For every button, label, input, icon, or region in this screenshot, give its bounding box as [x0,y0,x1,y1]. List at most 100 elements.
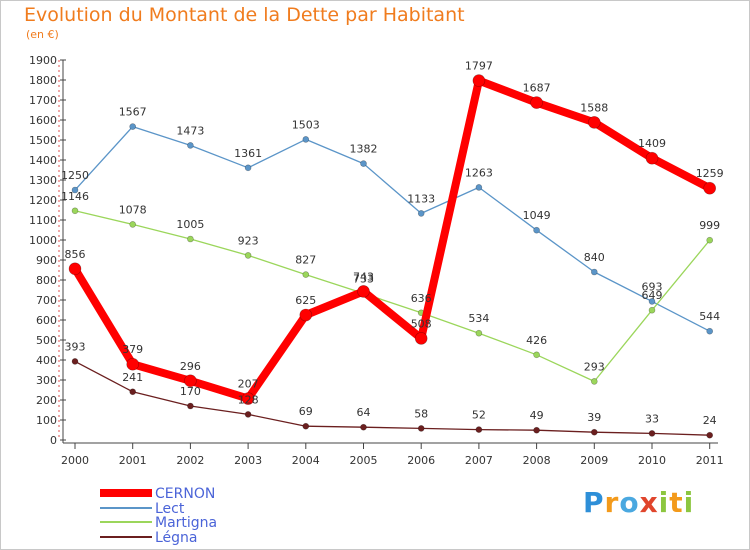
data-point [302,136,310,143]
data-point [302,422,310,430]
data-label: 1250 [61,169,89,182]
data-point [129,123,136,130]
data-point [587,116,601,129]
x-tick-label: 2004 [292,454,320,467]
data-label: 69 [299,405,313,418]
data-label: 649 [642,289,663,302]
data-point [648,306,656,314]
data-label: 1409 [638,137,666,150]
data-point [129,221,136,228]
data-label: 923 [238,234,259,247]
data-label: 1263 [465,166,493,179]
data-point [244,252,252,259]
data-point [71,207,79,215]
y-tick-label: 200 [36,394,57,407]
data-label: 1049 [523,209,551,222]
data-label: 693 [642,280,663,293]
data-point [360,160,367,167]
data-label: 241 [122,371,143,384]
data-label: 636 [411,292,432,305]
data-point [533,426,540,434]
x-tick-label: 2008 [523,454,551,467]
data-point [417,210,425,217]
data-label: 733 [353,272,374,285]
x-tick-label: 2002 [176,454,204,467]
series-line-lect [74,125,710,332]
data-point [71,186,79,194]
unit-label: (en €) [26,28,59,41]
data-label: 170 [180,385,201,398]
data-point [244,164,252,172]
data-label: 207 [238,378,259,391]
y-tick-label: 1600 [29,114,57,127]
data-label: 743 [353,270,374,283]
data-point [706,431,714,439]
data-point [357,285,370,298]
y-tick-label: 600 [36,314,57,327]
data-point [129,388,136,396]
data-label: 128 [238,393,259,406]
x-tick-label: 2011 [696,454,724,467]
data-point [68,262,82,276]
data-label: 1588 [580,101,608,114]
data-point [244,411,252,418]
data-point [187,142,194,149]
data-label: 544 [699,310,720,323]
x-tick-label: 2003 [234,454,262,467]
data-point [590,378,598,385]
x-tick-label: 2000 [61,454,89,467]
y-tick-label: 1300 [29,174,57,187]
y-tick-label: 1100 [29,214,57,227]
data-label: 999 [699,219,720,232]
data-point [360,423,367,431]
x-tick-label: 2009 [580,454,608,467]
data-point [590,268,598,276]
data-label: 1133 [407,192,435,205]
data-label: 58 [414,407,428,420]
data-labels: 856 379 296 207 625 743 508 1797 1687 1588 1409 125… [61,60,724,428]
data-point [706,327,714,335]
y-tick-label: 1000 [29,234,57,247]
axes: 0 100 200 300 400 500 600 700 800 900 1000 1100 1200… [29,54,724,467]
data-point [187,235,194,243]
data-point [71,358,79,365]
data-point [241,392,255,405]
data-point [645,151,659,165]
data-label: 64 [357,406,371,419]
data-point [590,428,598,436]
data-label: 296 [180,360,201,373]
data-label: 49 [530,409,544,422]
y-tick-label: 1400 [29,154,57,167]
y-tick-label: 900 [36,254,57,267]
data-point [414,332,428,345]
data-point [648,430,656,437]
data-label: 293 [584,360,605,373]
legend-label: Lect [155,501,185,517]
data-point [648,298,656,305]
y-tick-label: 800 [36,274,57,287]
y-tick-label: 1900 [29,54,57,67]
y-tick-label: 300 [36,374,57,387]
data-label: 426 [526,334,547,347]
data-label: 393 [65,340,86,353]
data-label: 625 [295,294,316,307]
data-label: 1687 [523,82,551,95]
data-point [299,308,313,322]
y-tick-label: 500 [36,334,57,347]
series-lines [68,74,717,439]
data-label: 1259 [696,167,724,180]
x-tick-label: 2005 [350,454,378,467]
data-label: 1361 [234,147,262,160]
x-tick-label: 2001 [119,454,147,467]
data-label: 508 [411,317,432,330]
data-label: 1797 [465,60,493,73]
data-point [706,236,714,244]
data-label: 1146 [61,190,89,203]
data-label: 39 [587,411,601,424]
y-tick-label: 1200 [29,194,57,207]
legend-label: CERNON [155,486,215,502]
data-label: 1078 [119,203,147,216]
data-point [703,181,717,195]
